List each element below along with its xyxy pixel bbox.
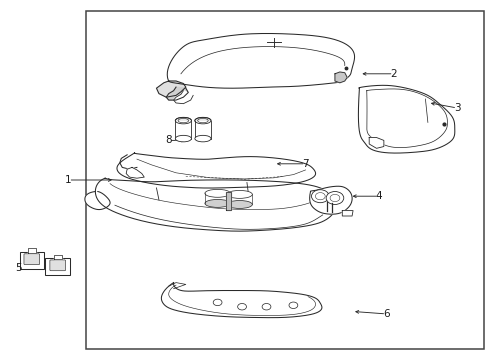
Polygon shape <box>175 121 191 139</box>
Polygon shape <box>95 178 334 231</box>
Text: 7: 7 <box>302 159 308 169</box>
Polygon shape <box>166 87 188 100</box>
Circle shape <box>237 303 246 310</box>
Polygon shape <box>173 91 193 104</box>
Text: 5: 5 <box>15 263 22 273</box>
Polygon shape <box>359 86 454 153</box>
Circle shape <box>262 303 270 310</box>
Ellipse shape <box>175 117 191 124</box>
Polygon shape <box>28 248 36 253</box>
Polygon shape <box>310 186 351 214</box>
Ellipse shape <box>204 189 230 197</box>
Ellipse shape <box>226 190 252 198</box>
Circle shape <box>315 193 325 200</box>
Polygon shape <box>117 153 315 188</box>
Polygon shape <box>85 192 110 210</box>
Polygon shape <box>368 138 383 148</box>
Text: 8: 8 <box>165 135 172 145</box>
Ellipse shape <box>194 135 211 142</box>
FancyBboxPatch shape <box>50 260 65 271</box>
Ellipse shape <box>194 117 211 124</box>
Text: 2: 2 <box>389 69 396 79</box>
Polygon shape <box>225 192 230 210</box>
Text: 6: 6 <box>382 309 389 319</box>
Ellipse shape <box>204 199 230 207</box>
Circle shape <box>325 192 343 204</box>
Polygon shape <box>334 72 346 83</box>
Text: 1: 1 <box>65 175 72 185</box>
Circle shape <box>288 302 297 309</box>
Circle shape <box>213 299 222 306</box>
Polygon shape <box>168 34 354 88</box>
Ellipse shape <box>226 201 252 208</box>
Text: 3: 3 <box>453 103 460 113</box>
Polygon shape <box>126 167 144 178</box>
Ellipse shape <box>175 135 191 142</box>
Circle shape <box>329 194 339 202</box>
FancyBboxPatch shape <box>24 254 40 265</box>
Circle shape <box>311 190 328 203</box>
Polygon shape <box>226 194 252 204</box>
FancyBboxPatch shape <box>20 252 44 269</box>
Text: 4: 4 <box>375 191 382 201</box>
Polygon shape <box>194 121 211 139</box>
Polygon shape <box>161 283 321 318</box>
Polygon shape <box>156 81 185 97</box>
Polygon shape <box>204 193 230 203</box>
Polygon shape <box>54 255 61 259</box>
FancyBboxPatch shape <box>45 258 70 275</box>
Polygon shape <box>342 211 352 216</box>
